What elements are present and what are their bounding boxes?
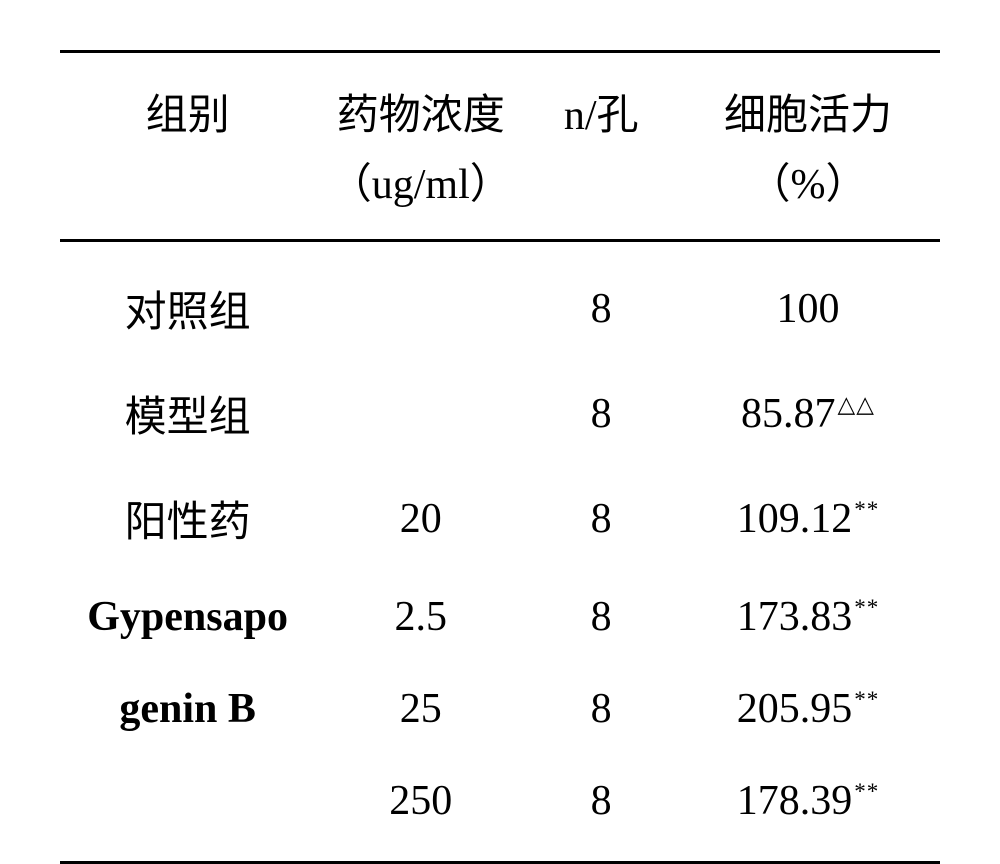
cell-viability: 173.83** — [676, 571, 940, 663]
col-header-n: n/孔 — [526, 52, 676, 147]
table-row: 模型组885.87△△ — [60, 361, 940, 466]
table-row: 对照组 8 100 — [60, 241, 940, 362]
viability-value: 100 — [776, 286, 839, 332]
cell-viability: 205.95** — [676, 663, 940, 755]
significance-marker: △△ — [837, 391, 875, 417]
col-header-group: 组别 — [60, 52, 315, 147]
cell-concentration: 250 — [315, 755, 526, 863]
viability-value: 85.87 — [741, 391, 836, 437]
cell-group: 阳性药 — [60, 466, 315, 571]
cell-concentration: 25 — [315, 663, 526, 755]
cell-concentration: 20 — [315, 466, 526, 571]
header-row-2: （ug/ml） （%） — [60, 146, 940, 241]
cell-concentration — [315, 361, 526, 466]
significance-marker: ** — [854, 496, 879, 522]
col-header-n-unit — [526, 146, 676, 241]
table-row: Gypensapo2.58173.83** — [60, 571, 940, 663]
col-header-group-unit — [60, 146, 315, 241]
viability-value: 205.95 — [737, 686, 853, 732]
cell-viability: 100 — [676, 241, 940, 362]
table-body: 对照组8100模型组885.87△△阳性药208109.12**Gypensap… — [60, 241, 940, 863]
cell-viability: 109.12** — [676, 466, 940, 571]
table-row: 2508178.39** — [60, 755, 940, 863]
table-row: genin B258205.95** — [60, 663, 940, 755]
cell-group: Gypensapo — [60, 571, 315, 663]
viability-value: 178.39 — [737, 778, 853, 824]
cell-n: 8 — [526, 241, 676, 362]
cell-group — [60, 755, 315, 863]
cell-concentration — [315, 241, 526, 362]
viability-value: 173.83 — [737, 594, 853, 640]
viability-value: 109.12 — [737, 496, 853, 542]
col-header-concentration-unit: （ug/ml） — [315, 146, 526, 241]
col-header-concentration: 药物浓度 — [315, 52, 526, 147]
cell-n: 8 — [526, 663, 676, 755]
cell-n: 8 — [526, 755, 676, 863]
col-header-viability: 细胞活力 — [676, 52, 940, 147]
cell-viability: 85.87△△ — [676, 361, 940, 466]
significance-marker: ** — [854, 594, 879, 620]
table-row: 阳性药208109.12** — [60, 466, 940, 571]
significance-marker: ** — [854, 778, 879, 804]
col-header-viability-unit: （%） — [676, 146, 940, 241]
data-table: 组别 药物浓度 n/孔 细胞活力 （ug/ml） （%） 对照组 8 100 模型组 8… — [60, 50, 940, 864]
cell-concentration: 2.5 — [315, 571, 526, 663]
cell-viability: 178.39** — [676, 755, 940, 863]
significance-marker: ** — [854, 686, 879, 712]
cell-group: 对照组 — [60, 241, 315, 362]
cell-group: genin B — [60, 663, 315, 755]
cell-n: 8 — [526, 361, 676, 466]
cell-n: 8 — [526, 571, 676, 663]
data-table-container: 组别 药物浓度 n/孔 细胞活力 （ug/ml） （%） 对照组 8 100 模型组 8… — [0, 0, 1000, 864]
cell-n: 8 — [526, 466, 676, 571]
cell-group: 模型组 — [60, 361, 315, 466]
header-row-1: 组别 药物浓度 n/孔 细胞活力 — [60, 52, 940, 147]
table-header: 组别 药物浓度 n/孔 细胞活力 （ug/ml） （%） — [60, 52, 940, 241]
